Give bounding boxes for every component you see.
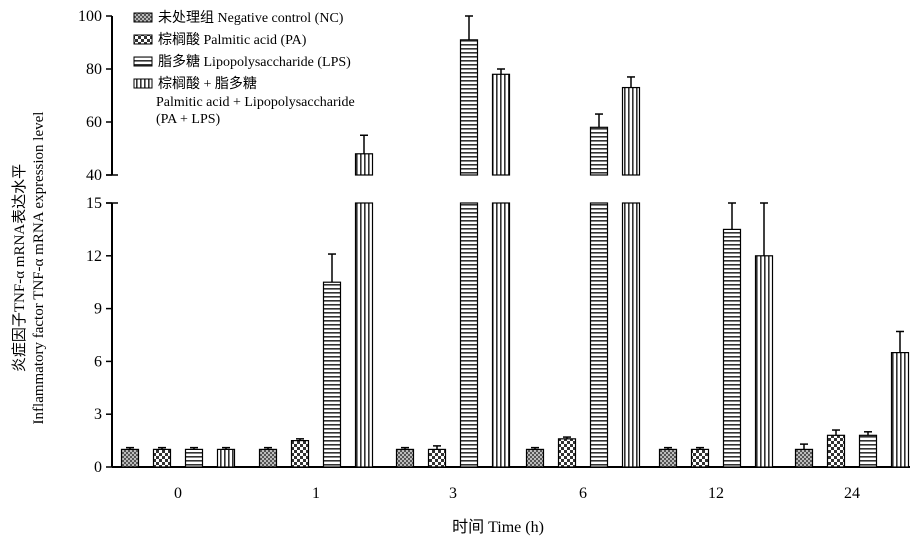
legend-label-en: Palmitic acid + Lipopolysaccharide — [156, 95, 355, 110]
bars — [120, 15, 910, 468]
bar — [890, 352, 910, 468]
y-tick-label: 40 — [86, 167, 102, 184]
bar-upper — [354, 153, 374, 176]
y-tick-label: 80 — [86, 61, 102, 78]
y-axis-label-en: Inflammatory factor TNF-α mRNA expressio… — [31, 112, 47, 425]
bar — [427, 448, 447, 468]
y-tick-label: 15 — [86, 195, 102, 212]
legend-swatch — [133, 12, 153, 23]
bar — [290, 440, 310, 468]
bar — [354, 202, 374, 468]
legend-label: 脂多糖 Lipopolysaccharide (LPS) — [158, 53, 351, 70]
bar — [258, 448, 278, 468]
bar-upper — [621, 86, 641, 176]
legend-label: 棕榈酸 + 脂多糖 — [158, 75, 257, 92]
bar — [216, 448, 236, 468]
bar — [184, 448, 204, 468]
y-tick-label: 100 — [78, 8, 102, 25]
bar — [120, 448, 140, 468]
legend-swatch — [133, 34, 153, 45]
legend-label: 棕榈酸 Palmitic acid (PA) — [158, 32, 307, 48]
bar — [491, 202, 511, 468]
x-tick-label: 24 — [844, 485, 860, 502]
legend-label-note: (PA + LPS) — [156, 112, 221, 127]
bar — [459, 202, 479, 468]
axes: 0 3 6 9 12 15 40 60 80 100 0 1 3 6 12 24 — [78, 8, 910, 502]
x-tick-label: 1 — [312, 485, 320, 502]
y-tick-label: 12 — [86, 248, 102, 265]
bar — [658, 448, 678, 468]
bar — [589, 202, 609, 468]
bar — [322, 281, 342, 468]
x-axis-label: 时间 Time (h) — [452, 518, 544, 536]
bar-upper — [491, 73, 511, 176]
bar — [525, 448, 545, 468]
bar — [858, 434, 878, 468]
bar — [794, 448, 814, 468]
legend: 未处理组 Negative control (NC) 棕榈酸 Palmitic a… — [133, 10, 355, 127]
bar — [395, 448, 415, 468]
y-tick-label: 3 — [94, 406, 102, 423]
bar — [621, 202, 641, 468]
y-tick-label: 9 — [94, 301, 102, 318]
y-tick-label: 60 — [86, 114, 102, 131]
bar — [557, 438, 577, 468]
y-tick-label: 6 — [94, 353, 102, 370]
bar-upper — [459, 39, 479, 176]
x-tick-label: 6 — [579, 485, 587, 502]
legend-label: 未处理组 Negative control (NC) — [158, 10, 344, 26]
bar — [754, 255, 774, 468]
x-tick-label: 12 — [708, 485, 724, 502]
x-tick-label: 0 — [174, 485, 182, 502]
bar — [690, 448, 710, 468]
bar-upper — [589, 126, 609, 176]
legend-swatch — [133, 78, 153, 89]
bar — [152, 448, 172, 468]
y-axis-label-cn: 炎症因子TNF-α mRNA表达水平 — [11, 164, 28, 372]
legend-swatch — [133, 56, 153, 67]
x-tick-label: 3 — [449, 485, 457, 502]
bar — [826, 434, 846, 468]
bar — [722, 228, 742, 468]
y-tick-label: 0 — [94, 459, 102, 476]
